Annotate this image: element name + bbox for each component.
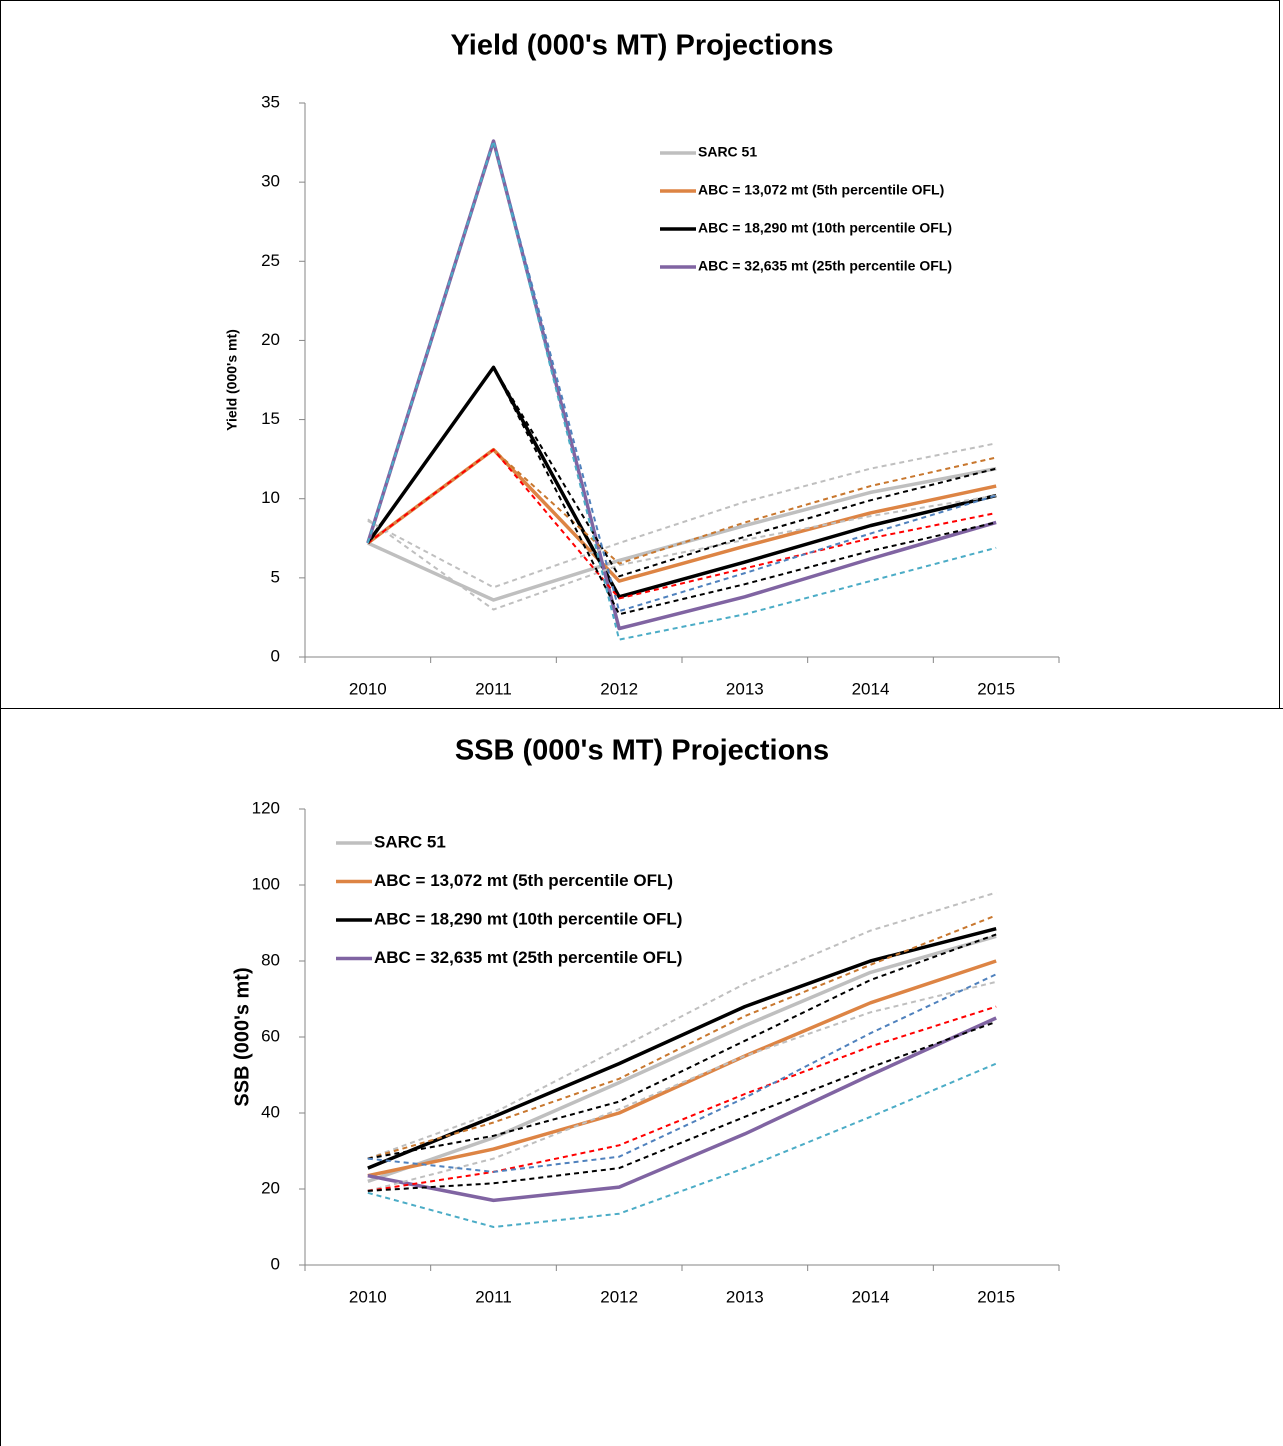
legend-label: ABC = 32,635 mt (25th percentile OFL) xyxy=(374,948,682,967)
y-tick-label: 0 xyxy=(271,1254,280,1273)
y-axis-title: SSB (000's mt) xyxy=(231,967,253,1106)
x-tick-label: 2014 xyxy=(852,679,890,698)
series-line xyxy=(367,1016,997,1203)
chart-title: Yield (000's MT) Projections xyxy=(451,30,834,62)
legend-label: ABC = 32,635 mt (25th percentile OFL) xyxy=(698,258,952,274)
y-tick-label: 5 xyxy=(271,567,280,586)
y-tick-label: 60 xyxy=(261,1026,280,1045)
series-line-dashed xyxy=(367,448,997,600)
series-line xyxy=(367,934,997,1184)
series-line-dashed xyxy=(367,494,997,611)
x-tick-label: 2010 xyxy=(349,679,387,698)
y-tick-label: 80 xyxy=(261,950,280,969)
y-tick-label: 10 xyxy=(261,488,280,507)
series-line-dashed xyxy=(367,933,997,1160)
y-tick-label: 25 xyxy=(261,251,280,270)
series-line-dashed xyxy=(367,891,997,1160)
legend-label: ABC = 13,072 mt (5th percentile OFL) xyxy=(374,871,673,890)
series-line-dashed xyxy=(366,139,997,641)
series-line-dashed xyxy=(367,442,997,589)
y-tick-label: 30 xyxy=(261,172,280,191)
y-axis-title: Yield (000's mt) xyxy=(224,329,240,431)
y-tick-label: 40 xyxy=(261,1102,280,1121)
y-tick-label: 100 xyxy=(252,874,280,893)
legend-label: SARC 51 xyxy=(698,144,757,160)
x-tick-label: 2012 xyxy=(600,1287,638,1306)
series-line-dashed xyxy=(367,914,997,1160)
legend-label: ABC = 18,290 mt (10th percentile OFL) xyxy=(374,909,682,928)
y-tick-label: 120 xyxy=(252,798,280,817)
series-line-dashed xyxy=(367,366,997,616)
series-line-dashed xyxy=(367,980,997,1192)
y-tick-label: 20 xyxy=(261,1178,280,1197)
x-tick-label: 2010 xyxy=(349,1287,387,1306)
x-tick-label: 2012 xyxy=(600,679,638,698)
x-tick-label: 2013 xyxy=(726,1287,764,1306)
x-tick-label: 2014 xyxy=(852,1287,890,1306)
y-tick-label: 35 xyxy=(261,92,280,111)
y-tick-label: 15 xyxy=(261,409,280,428)
series-line xyxy=(367,959,997,1178)
y-tick-label: 0 xyxy=(271,646,280,665)
x-tick-label: 2015 xyxy=(977,679,1015,698)
legend-label: ABC = 18,290 mt (10th percentile OFL) xyxy=(698,220,952,236)
y-tick-label: 20 xyxy=(261,330,280,349)
x-tick-label: 2011 xyxy=(475,1287,512,1306)
series-line-dashed xyxy=(367,1062,997,1228)
x-tick-label: 2015 xyxy=(977,1287,1015,1306)
chart-title: SSB (000's MT) Projections xyxy=(455,735,829,767)
legend-label: ABC = 13,072 mt (5th percentile OFL) xyxy=(698,182,944,198)
x-tick-label: 2011 xyxy=(475,679,512,698)
legend-label: SARC 51 xyxy=(374,832,446,851)
series-line xyxy=(367,466,997,602)
x-tick-label: 2013 xyxy=(726,679,764,698)
